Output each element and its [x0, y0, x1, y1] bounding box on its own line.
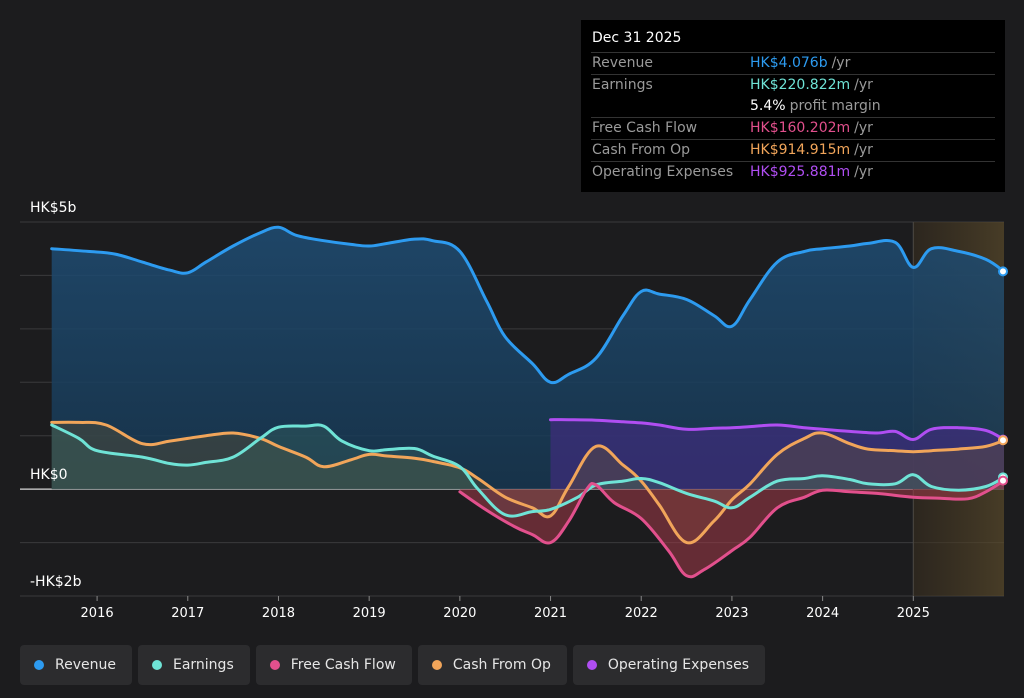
tooltip-row-free-cash-flow: Free Cash Flow HK$160.202m /yr: [591, 117, 995, 139]
legend-item-cash-from-op[interactable]: Cash From Op: [417, 645, 567, 685]
series-lines: [50, 225, 1006, 579]
legend-item-free-cash-flow[interactable]: Free Cash Flow: [255, 645, 412, 685]
legend-label: Revenue: [55, 657, 116, 673]
x-axis-ticks: 2016 2017 2018 2019 2020 2021 2022 2023 2024 2025: [81, 596, 930, 621]
tooltip-row-revenue: Revenue HK$4.076b /yr: [591, 52, 995, 74]
operating-expenses-line: [549, 418, 1006, 442]
x-tick-label: 2020: [443, 606, 476, 621]
x-tick-label: 2025: [897, 606, 930, 621]
x-tick-label: 2019: [353, 606, 386, 621]
x-tick-label: 2017: [171, 606, 204, 621]
series-areas: [51, 227, 1004, 577]
x-tick-label: 2021: [534, 606, 567, 621]
y-axis-label: HK$5b: [30, 200, 77, 216]
tooltip-unit: /yr: [854, 120, 873, 136]
revenue-area: [51, 227, 1004, 490]
tooltip-value: 5.4%: [750, 98, 786, 114]
tooltip-unit: /yr: [854, 142, 873, 158]
free-cash-flow-area: [459, 480, 1004, 577]
legend-dot-icon: [151, 660, 162, 670]
tooltip-label: Revenue: [592, 55, 653, 71]
earnings-area: [51, 424, 1004, 517]
legend-dot-icon: [431, 660, 442, 670]
tooltip-label: Free Cash Flow: [592, 120, 698, 136]
tooltip-date: Dec 31 2025: [592, 30, 682, 46]
free-cash-flow-line: [458, 479, 1006, 579]
tooltip-unit: /yr: [854, 164, 873, 180]
legend-item-operating-expenses[interactable]: Operating Expenses: [572, 645, 766, 685]
tooltip-row-earnings: Earnings HK$220.822m /yr: [591, 74, 995, 96]
revenue-line: [50, 225, 1006, 385]
revenue-end-dot: [998, 266, 1008, 277]
earnings-line: [50, 423, 1006, 518]
x-tick-label: 2018: [262, 606, 295, 621]
cash-from-op-end-dot: [998, 435, 1008, 446]
tooltip: Dec 31 2025 Revenue HK$4.076b /yr Earnin…: [581, 20, 1005, 192]
legend-dot-icon: [269, 660, 280, 670]
tooltip-label: Earnings: [592, 77, 653, 93]
legend-item-revenue[interactable]: Revenue: [20, 645, 132, 685]
series-end-markers: [998, 266, 1008, 486]
tooltip-value: HK$4.076b: [750, 55, 828, 71]
legend-label: Operating Expenses: [607, 657, 750, 673]
y-axis-labels: HK$5b HK$0 -HK$2b: [30, 200, 82, 590]
legend-label: Free Cash Flow: [290, 657, 396, 673]
tooltip-label: Cash From Op: [592, 142, 691, 158]
tooltip-value: HK$925.881m: [750, 164, 851, 180]
x-tick-label: 2016: [81, 606, 114, 621]
legend: Revenue Earnings Free Cash Flow Cash Fro…: [20, 645, 766, 685]
legend-label: Earnings: [172, 657, 234, 673]
cash-from-op-line: [50, 420, 1006, 545]
legend-label: Cash From Op: [452, 657, 551, 673]
x-tick-label: 2022: [625, 606, 658, 621]
free-cash-flow-end-dot: [998, 475, 1008, 486]
tooltip-unit: /yr: [831, 55, 851, 71]
x-tick-label: 2023: [715, 606, 748, 621]
tooltip-unit: profit margin: [789, 98, 881, 114]
tooltip-unit: /yr: [854, 77, 873, 93]
y-axis-label: -HK$2b: [30, 574, 82, 590]
legend-dot-icon: [586, 660, 597, 670]
y-axis-label: HK$0: [30, 467, 68, 483]
tooltip-label: Operating Expenses: [592, 164, 734, 180]
tooltip-value: HK$914.915m: [750, 142, 851, 158]
tooltip-value: HK$220.822m: [750, 77, 851, 93]
tooltip-value: HK$160.202m: [750, 120, 851, 136]
tooltip-row-cash-from-op: Cash From Op HK$914.915m /yr: [591, 139, 995, 161]
tooltip-row-profit-margin: 5.4% profit margin: [591, 96, 995, 117]
tooltip-label: [591, 96, 750, 117]
legend-dot-icon: [34, 660, 44, 670]
x-tick-label: 2024: [806, 606, 839, 621]
legend-item-earnings[interactable]: Earnings: [137, 645, 250, 685]
tooltip-row-operating-expenses: Operating Expenses HK$925.881m /yr: [591, 161, 995, 183]
